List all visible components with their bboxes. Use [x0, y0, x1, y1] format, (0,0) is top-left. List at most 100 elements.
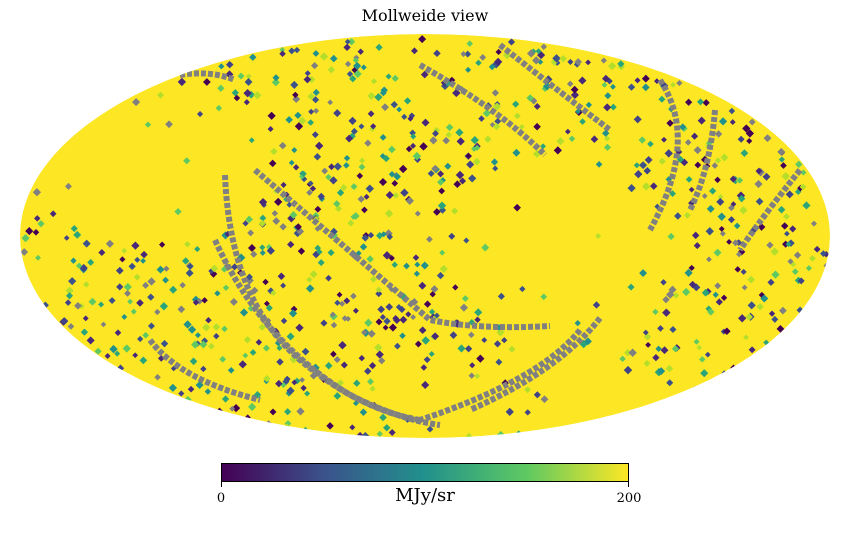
map-pixel	[399, 315, 408, 324]
map-pixel	[494, 117, 502, 125]
map-pixel	[452, 284, 459, 291]
map-pixel	[358, 123, 365, 130]
map-pixel	[466, 160, 475, 169]
map-pixel	[414, 210, 421, 217]
map-pixel	[497, 292, 505, 300]
map-pixel	[412, 151, 422, 161]
map-pixel	[419, 142, 428, 151]
map-pixel	[403, 262, 410, 270]
map-pixel	[162, 276, 169, 284]
map-pixel	[455, 128, 464, 137]
map-pixel	[728, 107, 736, 115]
map-pixel	[463, 237, 470, 244]
map-pixel	[249, 349, 257, 356]
map-pixel	[459, 177, 467, 185]
map-pixel	[657, 325, 664, 332]
map-pixel	[182, 257, 190, 265]
map-pixel	[600, 57, 607, 64]
map-pixel	[378, 177, 388, 187]
map-pixel	[375, 318, 383, 326]
map-pixel	[714, 157, 722, 164]
map-pixel	[274, 197, 283, 206]
map-pixel	[771, 315, 779, 323]
map-pixel	[464, 345, 473, 353]
map-pixel	[258, 323, 266, 331]
map-pixel	[291, 379, 298, 386]
map-pixel	[279, 223, 287, 231]
map-pixel	[121, 247, 128, 254]
map-pixel	[159, 302, 169, 311]
map-pixel	[453, 180, 462, 189]
map-pixel	[459, 303, 469, 312]
map-pixel	[642, 182, 651, 191]
map-pixel	[250, 250, 258, 258]
map-pixel	[574, 58, 582, 66]
map-pixel	[187, 385, 195, 393]
map-pixel	[393, 316, 401, 325]
map-pixel	[423, 356, 431, 364]
map-pixel	[271, 78, 280, 87]
map-pixel	[745, 313, 753, 321]
map-pixel	[210, 264, 219, 273]
map-pixel	[348, 116, 357, 125]
map-pixel	[227, 366, 235, 374]
map-pixel	[194, 246, 201, 253]
map-pixel	[218, 63, 225, 70]
map-pixel	[777, 205, 786, 214]
map-pixel	[492, 165, 499, 172]
map-pixel	[248, 137, 255, 144]
map-pixel	[35, 254, 41, 261]
map-pixel	[810, 220, 817, 227]
map-pixel	[420, 261, 429, 270]
map-pixel	[265, 304, 273, 312]
map-pixel	[418, 281, 427, 290]
map-pixel	[708, 187, 717, 195]
map-pixel	[439, 264, 448, 273]
map-pixel	[221, 325, 228, 333]
map-pixel	[259, 244, 266, 251]
map-pixel	[286, 386, 295, 395]
map-pixel	[294, 111, 302, 119]
map-pixel	[329, 311, 336, 318]
map-pixel	[385, 303, 394, 311]
map-pixel	[388, 170, 396, 178]
map-pixel	[519, 285, 526, 293]
map-pixel	[352, 57, 359, 64]
map-title: Mollweide view	[361, 6, 489, 25]
map-pixel	[421, 118, 430, 127]
map-pixel	[444, 162, 452, 170]
map-pixel	[377, 305, 385, 314]
map-pixel	[246, 273, 253, 281]
map-pixel	[438, 187, 446, 195]
map-pixel	[385, 191, 394, 200]
map-pixel	[693, 338, 700, 345]
map-pixel	[433, 49, 441, 58]
map-pixel	[383, 424, 391, 432]
map-pixel	[405, 145, 413, 153]
map-pixel	[737, 135, 745, 143]
map-pixel	[364, 318, 373, 327]
map-pixel	[316, 248, 323, 255]
map-pixel	[293, 46, 301, 54]
map-pixel	[205, 316, 212, 324]
map-pixel	[645, 341, 652, 348]
map-pixel	[379, 89, 387, 97]
map-pixel	[505, 407, 514, 416]
map-pixel	[604, 135, 611, 142]
map-pixel	[368, 362, 377, 370]
map-pixel	[393, 172, 401, 181]
map-pixel	[317, 192, 325, 201]
map-pixel	[449, 331, 458, 339]
map-pixel	[481, 243, 490, 252]
map-pixel	[669, 325, 677, 334]
map-pixel	[482, 109, 491, 118]
map-pixel	[481, 337, 488, 344]
map-pixel	[410, 133, 417, 140]
map-pixel	[140, 250, 148, 259]
map-pixel	[292, 91, 299, 99]
map-pixel	[154, 308, 161, 316]
map-pixel	[585, 59, 591, 66]
map-pixel	[776, 325, 785, 333]
map-pixel	[367, 232, 375, 239]
map-pixel	[191, 340, 200, 349]
